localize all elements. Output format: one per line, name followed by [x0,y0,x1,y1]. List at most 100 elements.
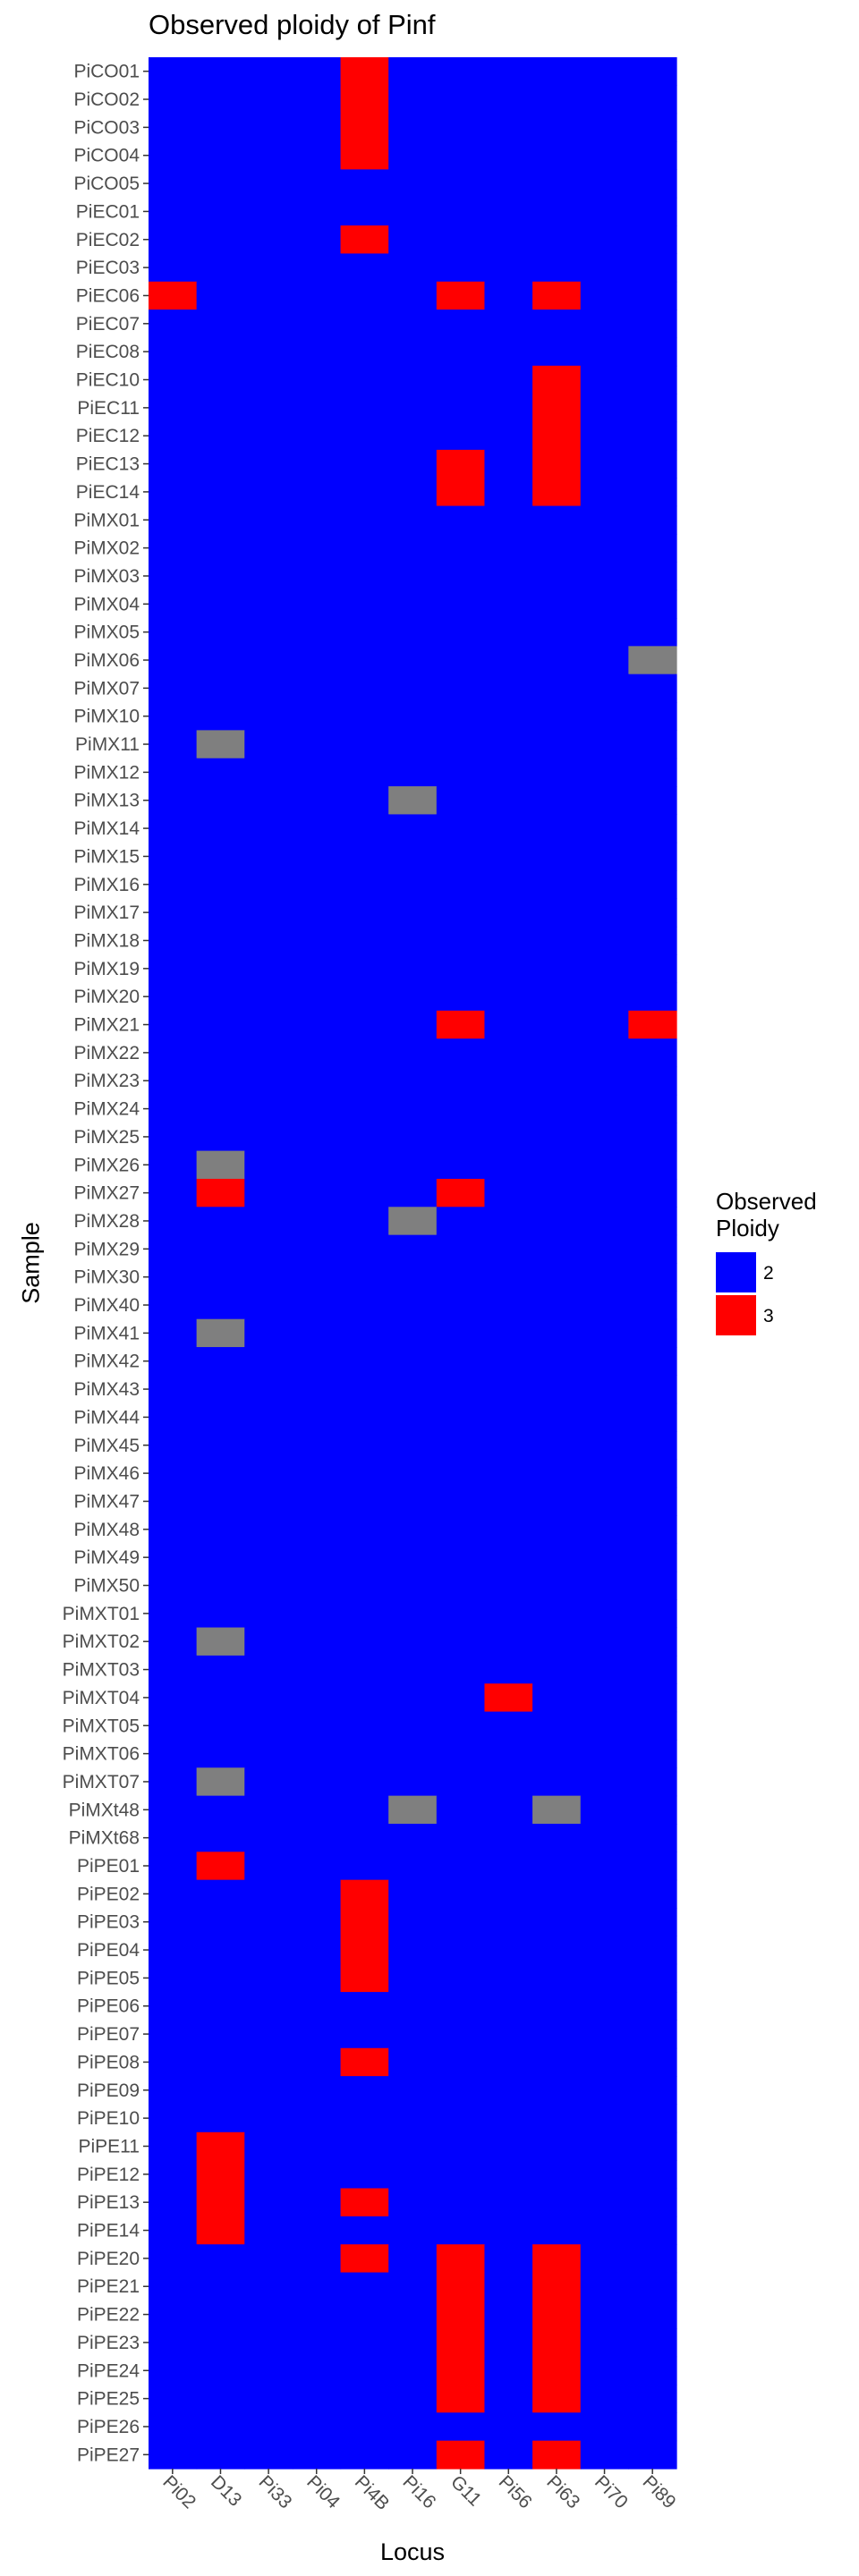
heatmap-cell [580,1908,629,1936]
y-tick-label: PiMX13 [73,791,140,811]
heatmap-cell [628,394,677,423]
y-tick-label: PiMXT05 [63,1716,140,1736]
heatmap-cell [436,337,486,367]
heatmap-cell [436,1487,486,1516]
y-tick-label: PiMX47 [73,1491,140,1512]
heatmap-cell [149,2104,198,2133]
heatmap-cell [580,617,629,647]
heatmap-cell [340,2020,389,2049]
y-tick-label: PiMX26 [73,1155,140,1175]
heatmap-cell [628,1936,677,1965]
y-tick-label: PiEC11 [77,398,140,419]
heatmap-cell [484,1375,533,1404]
heatmap-cell [149,562,198,591]
heatmap-cell [244,505,293,535]
heatmap-cell [388,758,438,787]
heatmap-cell [532,1936,582,1965]
heatmap-cell [388,2272,438,2301]
heatmap-cell [149,1655,198,1684]
heatmap-cell [292,365,342,394]
heatmap-cell [196,2104,245,2133]
heatmap-cell [149,2076,198,2106]
heatmap-cell [340,2384,389,2413]
heatmap-cell [196,730,245,759]
heatmap-cell [580,2047,629,2077]
heatmap-cell [244,113,293,142]
y-tick-label: PiMX41 [73,1323,140,1343]
heatmap-cell [532,674,582,703]
heatmap-cell [628,646,677,675]
y-tick-label: PiEC13 [76,454,140,475]
heatmap-cell [340,1543,389,1572]
heatmap-cell [340,113,389,142]
heatmap-cell [196,113,245,142]
heatmap-cell [340,1571,389,1600]
heatmap-cell [580,1936,629,1965]
heatmap-cell [484,1459,533,1488]
heatmap-cell [436,1992,486,2021]
x-tick-label: Pi02 [158,2471,200,2512]
heatmap-cell [196,1431,245,1461]
heatmap-cell [340,309,389,339]
heatmap-cell [292,2300,342,2329]
heatmap-cell [388,1150,438,1180]
heatmap-cell [628,1739,677,1768]
heatmap-cell [196,337,245,367]
heatmap-cell [628,1263,677,1292]
heatmap-cell [628,1599,677,1629]
heatmap-cell [628,2384,677,2413]
y-tick-label: PiCO01 [73,62,140,82]
x-tick-label: D13 [207,2471,246,2511]
heatmap-cell [628,2047,677,2077]
heatmap-cell [149,1347,198,1376]
heatmap-cell [388,1375,438,1404]
heatmap-cell [149,674,198,703]
heatmap-cell [580,505,629,535]
heatmap-cell [196,225,245,255]
heatmap-cell [340,1963,389,1993]
y-tick-label: PiEC03 [76,258,140,278]
heatmap-cell [244,1207,293,1236]
heatmap-cell [388,1992,438,2021]
heatmap-cell [196,2356,245,2385]
heatmap-cell [436,589,486,619]
heatmap-cell [292,1683,342,1713]
heatmap-cell [149,1908,198,1936]
heatmap-cell [484,870,533,900]
heatmap-cell [484,1936,533,1965]
heatmap-cell [436,1963,486,1993]
heatmap-cell [196,1038,245,1068]
x-axis-title: Locus [380,2538,445,2565]
heatmap-cell [628,1795,677,1825]
heatmap-cell [292,589,342,619]
heatmap-cell [196,1599,245,1629]
heatmap-cell [388,1347,438,1376]
heatmap-cell [484,1318,533,1348]
heatmap-cell [340,1402,389,1432]
heatmap-cell [532,786,582,816]
heatmap-cell [244,2047,293,2077]
heatmap-cell [628,1879,677,1909]
heatmap-cell [484,1431,533,1461]
heatmap-cell [484,57,533,86]
x-tick-label: Pi33 [255,2471,296,2512]
heatmap-cell [436,617,486,647]
heatmap-cell [292,2244,342,2274]
heatmap-cell [532,281,582,310]
heatmap-cell [196,1739,245,1768]
heatmap-cell [149,786,198,816]
heatmap-cell [628,2244,677,2274]
heatmap-cell [149,898,198,928]
heatmap-cell [628,2216,677,2245]
heatmap-cell [244,2300,293,2329]
heatmap-cell [580,2216,629,2245]
heatmap-cell [484,1347,533,1376]
heatmap-cell [292,394,342,423]
heatmap-cell [149,1571,198,1600]
y-tick-label: PiMX22 [73,1043,140,1063]
heatmap-cell [292,1402,342,1432]
heatmap-cell [532,2440,582,2470]
heatmap-cell [196,589,245,619]
heatmap-cell [340,1655,389,1684]
